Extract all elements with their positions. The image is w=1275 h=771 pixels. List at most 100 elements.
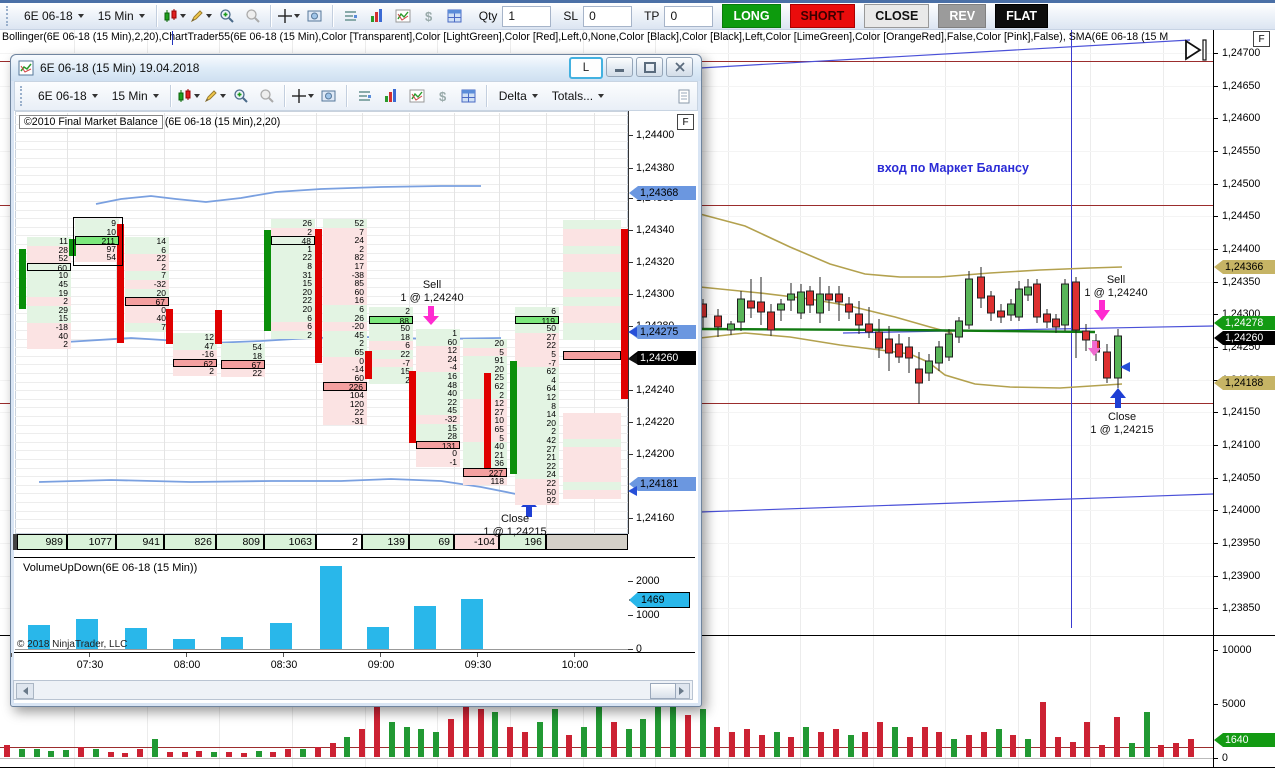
- reverse-button[interactable]: REV: [938, 4, 987, 28]
- candle-direction-bar: [19, 249, 26, 309]
- axis-tick: [1213, 184, 1218, 185]
- axis-tick: [628, 168, 633, 169]
- zoom-in-icon[interactable]: [229, 85, 253, 107]
- scroll-thumb[interactable]: [650, 683, 676, 699]
- band-lower: [38, 478, 547, 500]
- volume-bar: [28, 625, 50, 649]
- axis-tick: [1213, 704, 1218, 705]
- volume-bar: [744, 729, 750, 757]
- axis-label: 1,24400: [1222, 243, 1261, 255]
- snapshot-icon[interactable]: [317, 85, 341, 107]
- close-value: 1 @ 1,24215: [483, 526, 547, 538]
- indicator-settings-bar[interactable]: Bollinger(6E 06-18 (15 Min),2,20),ChartT…: [2, 31, 1169, 43]
- chart-image-icon[interactable]: [405, 85, 429, 107]
- chart-style-icon[interactable]: [177, 85, 201, 107]
- grid-line: [15, 364, 628, 366]
- totals-cell: -104: [454, 534, 499, 550]
- grid-line: [15, 510, 628, 512]
- zoom-in-icon[interactable]: [215, 5, 239, 27]
- price-badge: 1,24278: [1214, 316, 1275, 330]
- chart-style-icon[interactable]: [163, 5, 187, 27]
- tp-label: TP: [644, 9, 660, 23]
- close-window-button[interactable]: [666, 57, 693, 77]
- focus-button[interactable]: F: [677, 114, 694, 130]
- snapshot-icon[interactable]: [303, 5, 327, 27]
- link-button[interactable]: L: [569, 57, 603, 79]
- toolbar-separator: [485, 85, 488, 107]
- footprint-cell: [563, 421, 621, 431]
- interval-selector[interactable]: 15 Min: [106, 87, 165, 105]
- horizontal-scrollbar[interactable]: [13, 680, 693, 700]
- grid-line: [15, 218, 628, 220]
- focus-button[interactable]: F: [1253, 31, 1270, 47]
- grid-view-icon[interactable]: [457, 85, 481, 107]
- volume-bar: [137, 749, 144, 757]
- footprint-cell: 52: [27, 254, 71, 263]
- totals-selector[interactable]: Totals...: [546, 87, 610, 105]
- grid-view-icon[interactable]: [443, 5, 467, 27]
- delta-label: Delta: [498, 89, 527, 103]
- properties-icon[interactable]: [677, 89, 691, 105]
- axis-tick: [1213, 151, 1218, 152]
- toolbar-grip[interactable]: [20, 86, 26, 106]
- child-chart-window[interactable]: 6E 06-18 (15 Min) 19.04.2018 L 6E 06-18: [10, 54, 702, 707]
- replay-icon: [1185, 39, 1202, 61]
- instrument-selector[interactable]: 6E 06-18: [18, 7, 90, 25]
- footprint-cell: 22: [369, 350, 413, 359]
- flat-button[interactable]: FLAT: [995, 4, 1049, 28]
- indicators-icon[interactable]: [365, 5, 389, 27]
- grid-line: [800, 30, 801, 767]
- scroll-left-button[interactable]: [16, 683, 34, 699]
- data-series-icon[interactable]: [339, 5, 363, 27]
- chart-image-icon[interactable]: [391, 5, 415, 27]
- candle-body: [925, 360, 933, 374]
- account-icon[interactable]: $: [431, 85, 455, 107]
- time-label: 08:00: [173, 659, 201, 671]
- volume-bar: [1143, 712, 1150, 757]
- long-button[interactable]: LONG: [722, 4, 781, 28]
- interval-selector[interactable]: 15 Min: [92, 7, 151, 25]
- draw-icon[interactable]: [203, 85, 227, 107]
- instrument-selector[interactable]: 6E 06-18: [32, 87, 104, 105]
- sell-label: Sell: [422, 279, 442, 291]
- crosshair-icon[interactable]: [277, 5, 301, 27]
- footprint-cell: -1: [416, 458, 460, 467]
- axis-tick: [1213, 576, 1218, 577]
- crosshair-icon[interactable]: [291, 85, 315, 107]
- delta-selector[interactable]: Delta: [493, 87, 544, 105]
- grid-line: [873, 30, 874, 767]
- data-series-icon[interactable]: [353, 85, 377, 107]
- candle-direction-bar: [510, 361, 517, 474]
- zoom-out-icon[interactable]: [255, 85, 279, 107]
- indicator-name[interactable]: ©2010 Final Market Balance: [19, 115, 163, 129]
- footprint-cell: 21: [515, 453, 559, 462]
- zoom-out-icon[interactable]: [241, 5, 265, 27]
- footprint-cell: 2: [323, 245, 367, 254]
- account-icon[interactable]: $: [417, 5, 441, 27]
- restore-button[interactable]: [636, 57, 663, 77]
- child-titlebar[interactable]: 6E 06-18 (15 Min) 19.04.2018 L: [11, 55, 701, 81]
- minimize-button[interactable]: [606, 57, 633, 77]
- tp-input[interactable]: 0: [664, 5, 714, 27]
- qty-label: Qty: [478, 9, 498, 23]
- candle-body: [767, 311, 775, 331]
- draw-icon[interactable]: [189, 5, 213, 27]
- volume-badge: 1640: [1214, 733, 1275, 747]
- chevron-down-icon: [308, 94, 315, 98]
- footprint-cell: 120: [323, 399, 367, 409]
- footprint-cell: 6: [271, 322, 315, 331]
- toolbar-grip[interactable]: [6, 6, 12, 26]
- footprint-cell: 20: [463, 365, 507, 374]
- candle-body: [1043, 313, 1051, 323]
- axis-tick: [628, 518, 633, 519]
- totals-cell: 941: [116, 534, 164, 550]
- qty-input[interactable]: 1: [502, 5, 552, 27]
- close-position-button[interactable]: CLOSE: [864, 4, 930, 28]
- candle-direction-bar: [215, 310, 222, 344]
- volume-bar: [448, 719, 454, 757]
- indicators-icon[interactable]: [379, 85, 403, 107]
- sl-input[interactable]: 0: [583, 5, 633, 27]
- short-button[interactable]: SHORT: [789, 4, 856, 28]
